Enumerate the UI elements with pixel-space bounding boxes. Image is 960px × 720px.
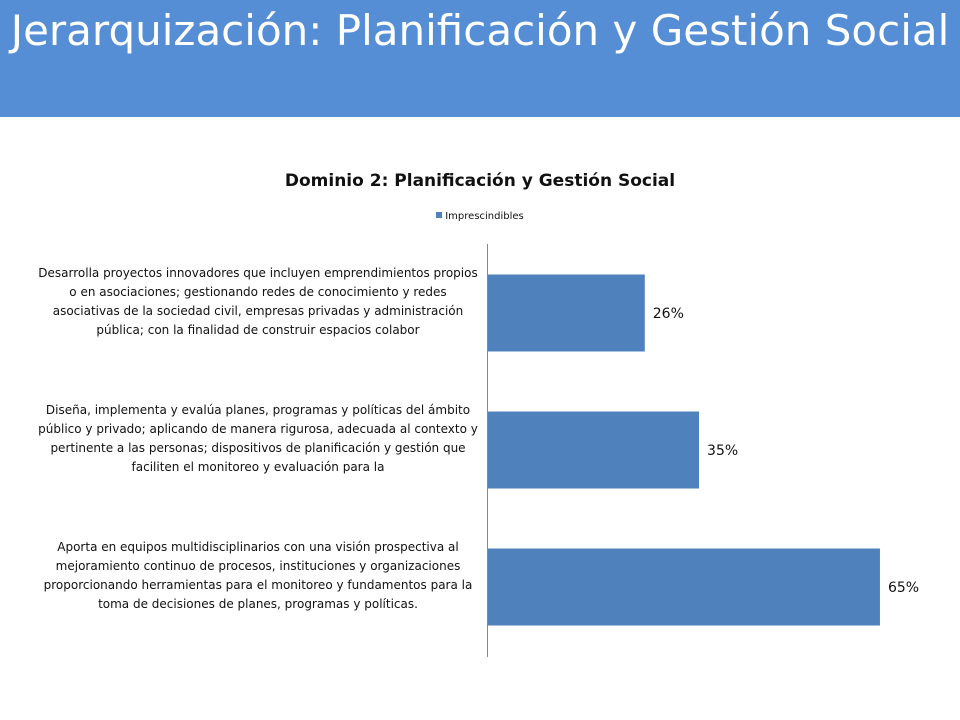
bar-2 xyxy=(488,411,700,489)
data-label-2: 35% xyxy=(707,443,738,459)
chart-legend: Imprescindibles xyxy=(0,211,960,222)
chart-title: Dominio 2: Planificación y Gestión Socia… xyxy=(284,171,676,191)
title-banner: Jerarquización: Planificación y Gestión … xyxy=(0,0,960,117)
data-label-1: 26% xyxy=(653,306,684,322)
page-title: Jerarquización: Planificación y Gestión … xyxy=(10,6,950,55)
bar-3 xyxy=(488,548,880,626)
category-label-2: Diseña, implementa y evalúa planes, prog… xyxy=(38,403,478,474)
category-label-3: Aporta en equipos multidisciplinarios co… xyxy=(43,540,473,611)
legend-label: Imprescindibles xyxy=(445,211,524,222)
legend-swatch xyxy=(436,212,443,218)
bar-1 xyxy=(488,274,645,352)
category-label-1: Desarrolla proyectos innovadores que inc… xyxy=(38,266,478,337)
data-label-3: 65% xyxy=(888,580,919,596)
